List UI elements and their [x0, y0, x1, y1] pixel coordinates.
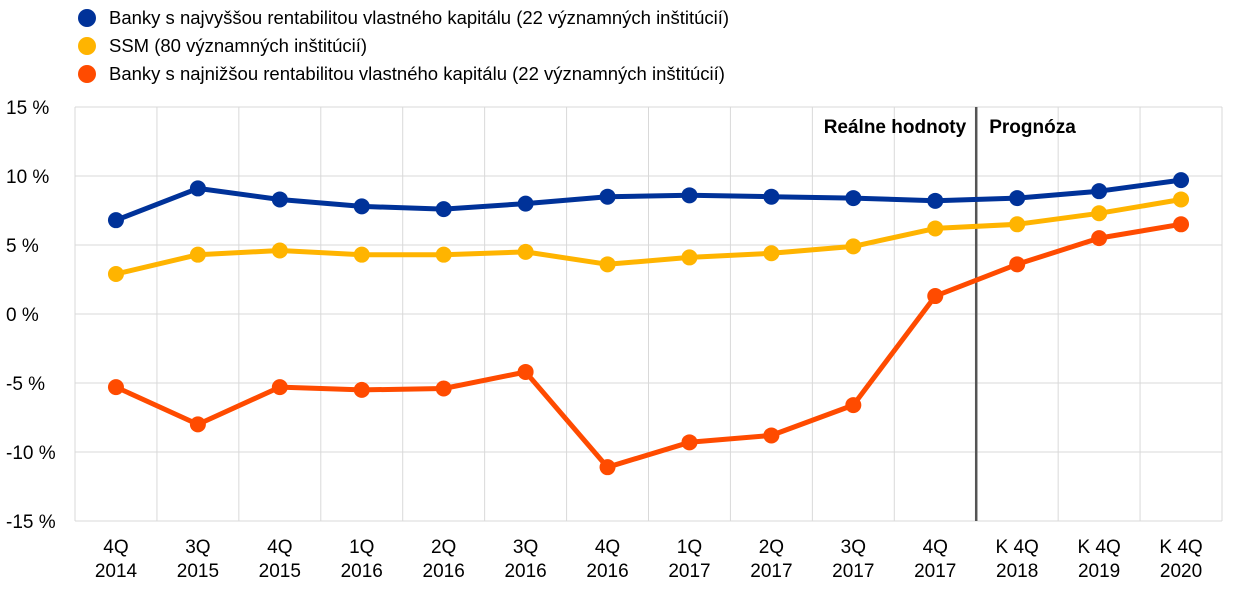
- legend-item-bottom-roe: Banky s najnižšou rentabilitou vlastného…: [78, 60, 729, 88]
- legend-marker-top-roe: [78, 9, 96, 27]
- series-line-0: [113, 177, 1184, 223]
- y-tick-label: -10 %: [6, 443, 56, 464]
- legend-label-bottom-roe: Banky s najnižšou rentabilitou vlastného…: [109, 63, 725, 84]
- x-tick-label-line1: 1Q: [349, 537, 374, 558]
- series-0-point: [763, 188, 780, 205]
- x-tick-label-line2: 2019: [1078, 561, 1120, 582]
- x-tick-label-line1: 3Q: [185, 537, 210, 558]
- x-tick-label-line1: 1Q: [677, 537, 702, 558]
- y-tick-label: -15 %: [6, 512, 56, 533]
- series-0-point: [517, 195, 534, 212]
- x-tick-label-line1: 4Q: [923, 537, 948, 558]
- series-2-point: [763, 427, 780, 444]
- x-tick-label-line2: 2017: [914, 561, 956, 582]
- y-tick-label: 5 %: [6, 236, 39, 257]
- x-tick-label-line2: 2015: [259, 561, 301, 582]
- x-tick-label-line2: 2018: [996, 561, 1038, 582]
- legend-item-top-roe: Banky s najvyššou rentabilitou vlastného…: [78, 4, 729, 32]
- x-tick-label-line2: 2014: [95, 561, 138, 582]
- y-tick-label: 15 %: [6, 98, 49, 119]
- series-0-point: [271, 191, 288, 208]
- legend-item-ssm: SSM (80 významných inštitúcií): [78, 32, 729, 60]
- y-tick-label: -5 %: [6, 374, 45, 395]
- x-tick-label-line2: 2017: [750, 561, 792, 582]
- legend-label-top-roe: Banky s najvyššou rentabilitou vlastného…: [109, 7, 730, 28]
- series-2-point: [107, 379, 124, 396]
- series-1-point: [189, 246, 206, 263]
- series-0-point: [107, 212, 124, 229]
- series-2-point: [681, 434, 698, 451]
- x-tick-label-line2: 2016: [423, 561, 465, 582]
- series-1-point: [845, 238, 862, 255]
- x-tick-label-line2: 2015: [177, 561, 219, 582]
- annotation-forecast: Prognóza: [989, 117, 1076, 138]
- x-tick-label-line1: 2Q: [759, 537, 784, 558]
- series-1-point: [1173, 191, 1190, 208]
- x-tick-label-line1: K 4Q: [1077, 537, 1120, 558]
- series-0-point: [1091, 183, 1108, 200]
- series-1-point: [763, 245, 780, 262]
- x-tick-label-line2: 2016: [504, 561, 546, 582]
- legend-label-ssm: SSM (80 významných inštitúcií): [109, 35, 368, 56]
- series-0-point: [845, 190, 862, 207]
- series-1-point: [517, 243, 534, 260]
- series-0-point: [435, 201, 452, 218]
- series-2-point: [1009, 256, 1026, 273]
- series-2-point: [845, 397, 862, 414]
- x-tick-label-line2: 2016: [341, 561, 383, 582]
- series-2-point: [435, 380, 452, 397]
- series-1-point: [435, 246, 452, 263]
- series-2-point: [517, 363, 534, 380]
- series-0-point: [1009, 190, 1026, 207]
- legend-marker-bottom-roe: [78, 65, 96, 83]
- x-tick-label-line2: 2017: [668, 561, 710, 582]
- series-0-point: [1173, 172, 1190, 189]
- series-1-point: [681, 249, 698, 266]
- x-tick-label-line1: 4Q: [103, 537, 128, 558]
- series-1-point: [599, 256, 616, 273]
- chart-legend: Banky s najvyššou rentabilitou vlastného…: [78, 4, 729, 88]
- y-tick-label: 10 %: [6, 167, 49, 188]
- x-tick-label-line2: 2016: [586, 561, 628, 582]
- x-tick-label-line2: 2017: [832, 561, 874, 582]
- x-tick-label-line1: 4Q: [595, 537, 620, 558]
- x-tick-label-line1: 3Q: [841, 537, 866, 558]
- series-line-2: [113, 221, 1184, 470]
- series-1-point: [107, 265, 124, 282]
- series-0-point: [599, 188, 616, 205]
- x-tick-label-line1: 2Q: [431, 537, 456, 558]
- series-0-point: [927, 192, 944, 209]
- series-2-point: [353, 381, 370, 398]
- series-0-point: [681, 187, 698, 204]
- series-2-point: [271, 379, 288, 396]
- y-tick-label: 0 %: [6, 305, 39, 326]
- x-tick-label-line1: K 4Q: [1159, 537, 1202, 558]
- series-2-point: [927, 288, 944, 305]
- series-1-point: [271, 242, 288, 259]
- legend-marker-ssm: [78, 37, 96, 55]
- series-2-point: [1091, 230, 1108, 247]
- series-0-point: [189, 180, 206, 197]
- x-tick-label-line1: 3Q: [513, 537, 538, 558]
- annotation-actual: Reálne hodnoty: [824, 117, 967, 138]
- series-1-point: [927, 220, 944, 237]
- series-1-point: [1091, 205, 1108, 222]
- series-2-point: [1173, 216, 1190, 233]
- x-tick-label-line2: 2020: [1160, 561, 1202, 582]
- series-1-point: [1009, 216, 1026, 233]
- series-0-point: [353, 198, 370, 215]
- x-tick-label-line1: 4Q: [267, 537, 292, 558]
- series-2-point: [189, 416, 206, 433]
- x-tick-label-line1: K 4Q: [996, 537, 1039, 558]
- series-2-point: [599, 459, 616, 476]
- series-line-1: [113, 197, 1184, 277]
- series-1-point: [353, 246, 370, 263]
